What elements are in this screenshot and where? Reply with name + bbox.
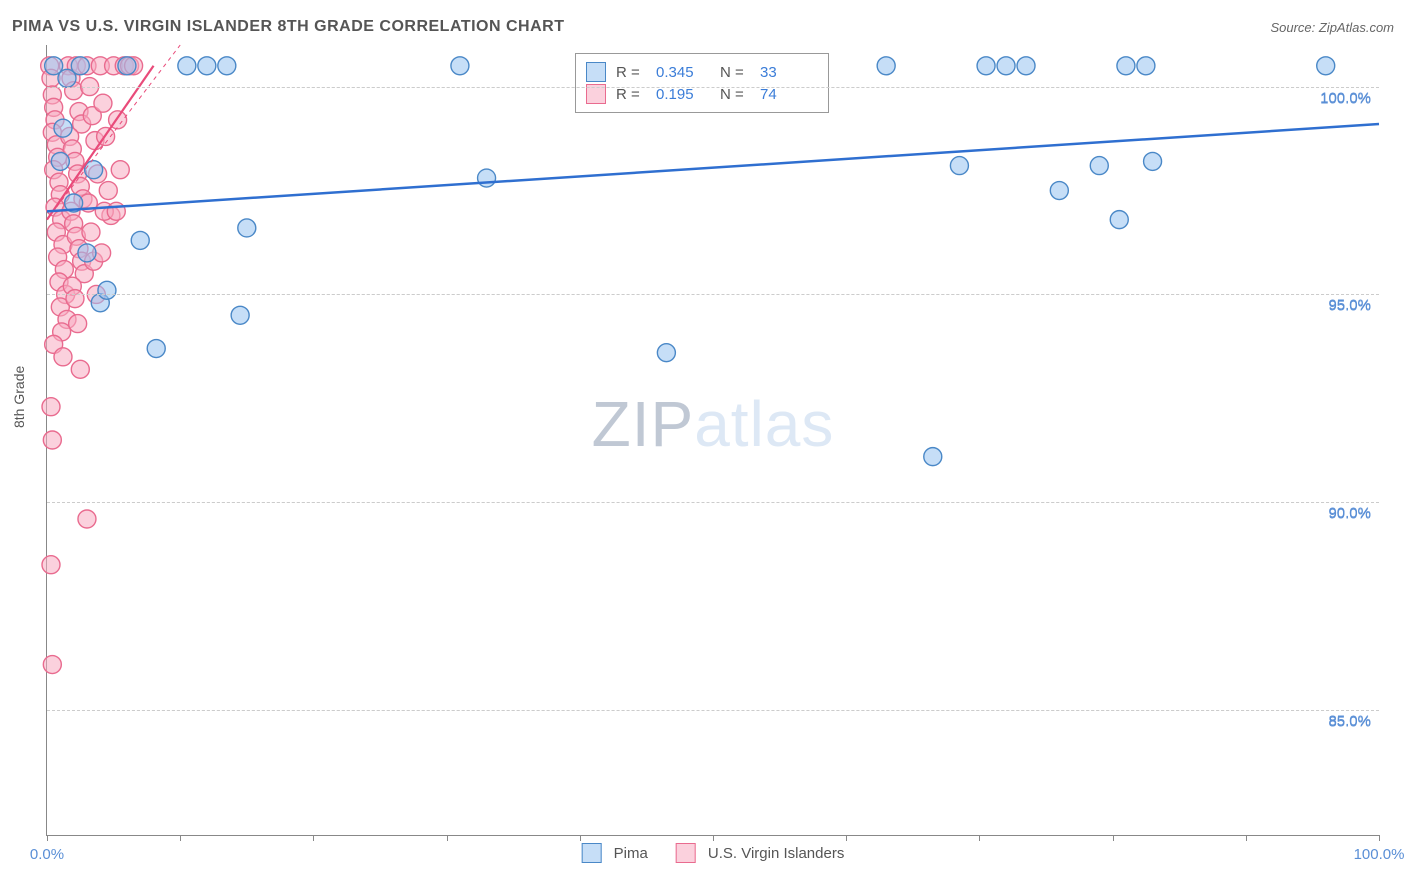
r-label: R =	[616, 64, 650, 81]
title-bar: PIMA VS U.S. VIRGIN ISLANDER 8TH GRADE C…	[12, 18, 1394, 38]
scatter-point	[1137, 57, 1155, 75]
swatch-usvi-bottom	[676, 843, 696, 863]
trend-line	[47, 124, 1379, 211]
scatter-point	[924, 448, 942, 466]
scatter-point	[54, 348, 72, 366]
scatter-point	[66, 290, 84, 308]
plot-area: 8th Grade ZIPatlas R = 0.345 N = 33 R = …	[46, 45, 1379, 836]
scatter-point	[451, 57, 469, 75]
x-tick	[1113, 835, 1114, 841]
swatch-pima-bottom	[582, 843, 602, 863]
scatter-point	[198, 57, 216, 75]
scatter-point	[78, 510, 96, 528]
n-value-usvi: 74	[760, 86, 818, 103]
chart-title: PIMA VS U.S. VIRGIN ISLANDER 8TH GRADE C…	[12, 18, 564, 35]
gridline	[47, 87, 1379, 88]
scatter-point	[42, 556, 60, 574]
y-tick-label: 100.0%	[1320, 89, 1371, 106]
scatter-point	[977, 57, 995, 75]
scatter-point	[1117, 57, 1135, 75]
y-tick-label: 90.0%	[1328, 505, 1371, 522]
x-tick	[846, 835, 847, 841]
scatter-point	[1144, 152, 1162, 170]
scatter-point	[1090, 157, 1108, 175]
scatter-point	[98, 281, 116, 299]
scatter-point	[54, 119, 72, 137]
legend-label-usvi: U.S. Virgin Islanders	[708, 845, 844, 862]
legend-stats: R = 0.345 N = 33 R = 0.195 N = 74	[575, 53, 829, 113]
x-tick-label: 0.0%	[30, 846, 64, 863]
scatter-point	[43, 431, 61, 449]
scatter-point	[238, 219, 256, 237]
scatter-point	[1317, 57, 1335, 75]
x-tick	[447, 835, 448, 841]
scatter-point	[85, 161, 103, 179]
y-tick-label: 95.0%	[1328, 297, 1371, 314]
scatter-point	[657, 344, 675, 362]
x-tick	[47, 835, 48, 841]
r-value-pima: 0.345	[656, 64, 714, 81]
scatter-point	[218, 57, 236, 75]
scatter-point	[94, 94, 112, 112]
source-label: Source: ZipAtlas.com	[1270, 20, 1394, 35]
x-tick	[580, 835, 581, 841]
r-label: R =	[616, 86, 650, 103]
gridline	[47, 502, 1379, 503]
gridline	[47, 710, 1379, 711]
scatter-point	[178, 57, 196, 75]
legend-stats-row-pima: R = 0.345 N = 33	[586, 62, 818, 82]
n-value-pima: 33	[760, 64, 818, 81]
x-tick-label: 100.0%	[1354, 846, 1405, 863]
scatter-point	[42, 398, 60, 416]
scatter-point	[997, 57, 1015, 75]
scatter-point	[71, 57, 89, 75]
gridline	[47, 294, 1379, 295]
x-tick	[713, 835, 714, 841]
scatter-point	[51, 152, 69, 170]
x-tick	[180, 835, 181, 841]
n-label: N =	[720, 86, 754, 103]
scatter-point	[82, 223, 100, 241]
scatter-point	[1017, 57, 1035, 75]
scatter-point	[99, 182, 117, 200]
scatter-point	[950, 157, 968, 175]
scatter-point	[1110, 211, 1128, 229]
r-value-usvi: 0.195	[656, 86, 714, 103]
x-tick	[979, 835, 980, 841]
y-tick-label: 85.0%	[1328, 713, 1371, 730]
scatter-point	[147, 340, 165, 358]
scatter-point	[43, 656, 61, 674]
n-label: N =	[720, 64, 754, 81]
swatch-pima	[586, 62, 606, 82]
y-axis-title: 8th Grade	[11, 366, 27, 428]
scatter-point	[118, 57, 136, 75]
scatter-point	[877, 57, 895, 75]
scatter-point	[231, 306, 249, 324]
x-tick	[1246, 835, 1247, 841]
x-tick	[313, 835, 314, 841]
scatter-point	[111, 161, 129, 179]
x-tick	[1379, 835, 1380, 841]
scatter-point	[78, 244, 96, 262]
scatter-svg	[47, 45, 1379, 835]
scatter-point	[1050, 182, 1068, 200]
scatter-point	[131, 231, 149, 249]
legend-series: Pima U.S. Virgin Islanders	[582, 843, 845, 863]
scatter-point	[478, 169, 496, 187]
scatter-point	[107, 202, 125, 220]
scatter-point	[69, 315, 87, 333]
scatter-point	[71, 360, 89, 378]
legend-label-pima: Pima	[614, 845, 648, 862]
